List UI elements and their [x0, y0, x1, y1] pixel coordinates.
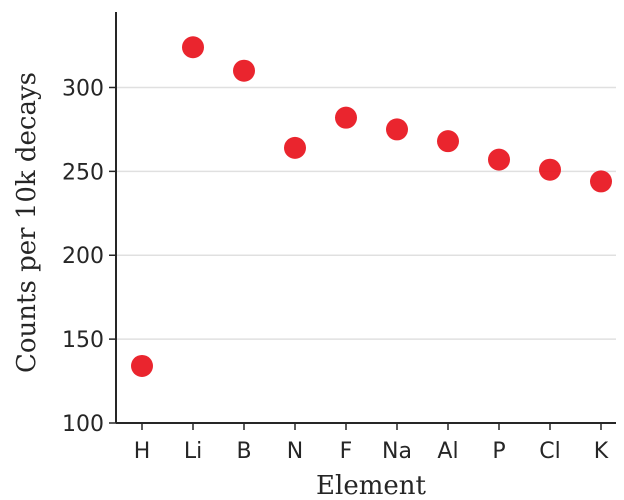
data-point — [590, 170, 612, 193]
x-tick-label: P — [492, 439, 505, 464]
x-tick-label: Na — [382, 439, 412, 464]
axes — [115, 12, 616, 424]
data-point — [233, 59, 255, 82]
x-ticks: H Li B N F Na Al P Cl K — [134, 423, 609, 464]
data-point — [437, 130, 459, 153]
y-axis-title: Counts per 10k decays — [12, 72, 42, 373]
x-axis-title: Element — [316, 471, 426, 500]
x-tick-label: K — [594, 439, 609, 464]
data-point — [284, 136, 306, 159]
x-tick-label: Cl — [539, 439, 560, 464]
data-point — [539, 158, 561, 181]
data-point — [335, 106, 357, 129]
y-tick-label: 150 — [62, 328, 104, 353]
x-tick-label: F — [340, 439, 353, 464]
y-ticks: 100 150 200 250 300 — [62, 76, 116, 437]
y-tick-label: 200 — [62, 244, 104, 269]
data-point — [386, 118, 408, 141]
gridlines — [116, 86, 616, 340]
x-tick-label: Li — [184, 439, 202, 464]
y-tick-label: 250 — [62, 160, 104, 185]
x-tick-label: H — [134, 439, 151, 464]
data-point — [131, 354, 153, 377]
x-tick-label: N — [287, 439, 303, 464]
x-tick-label: B — [236, 439, 251, 464]
y-tick-label: 100 — [62, 412, 104, 437]
y-tick-label: 300 — [62, 76, 104, 101]
data-points — [131, 36, 612, 377]
data-point — [182, 36, 204, 59]
x-tick-label: Al — [437, 439, 458, 464]
data-point — [488, 148, 510, 171]
